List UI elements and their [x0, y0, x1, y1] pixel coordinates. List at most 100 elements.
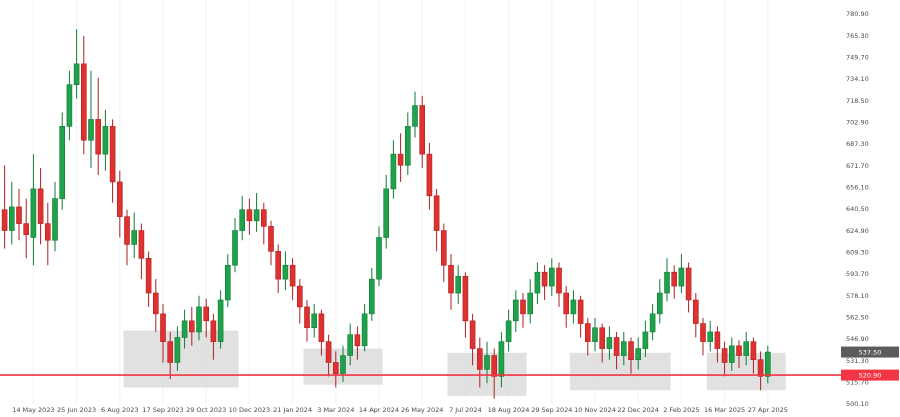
candle: [210, 313, 217, 360]
candle-body: [764, 351, 771, 377]
candle: [404, 112, 411, 175]
candle: [628, 337, 634, 374]
candle-body: [138, 230, 145, 259]
candle-body: [512, 299, 519, 322]
candle: [541, 265, 548, 300]
candle: [440, 223, 447, 282]
candle: [469, 313, 476, 366]
candle: [728, 337, 735, 371]
candle-body: [700, 323, 706, 342]
candle-body: [613, 337, 620, 356]
candle-body: [196, 306, 202, 333]
candle: [289, 258, 296, 300]
candle: [318, 309, 325, 356]
x-axis-label: 29 Sep 2024: [531, 406, 572, 414]
candle: [383, 174, 390, 249]
candles: [1, 29, 771, 399]
candle-body: [232, 230, 238, 266]
candle-body: [390, 153, 397, 190]
candle-body: [217, 299, 224, 342]
last-price-tag-bg: [841, 346, 899, 358]
candle: [462, 272, 469, 338]
candle: [196, 295, 202, 341]
y-axis-label: 593.70: [846, 270, 869, 278]
candle-body: [685, 267, 692, 301]
candle: [73, 29, 80, 99]
candle: [613, 331, 620, 370]
x-axis-label: 10 Dec 2023: [229, 406, 271, 414]
candle-body: [642, 331, 649, 349]
candle-body: [412, 105, 418, 127]
candle: [81, 36, 87, 155]
candle-body: [318, 313, 325, 342]
x-axis-label: 18 Aug 2024: [488, 406, 530, 414]
alert-price-tag[interactable]: 520.90: [841, 369, 899, 381]
candle-body: [311, 313, 318, 329]
candle: [59, 112, 66, 210]
candle-body: [88, 119, 94, 141]
candle-body: [203, 306, 209, 322]
candle-body: [419, 105, 426, 155]
candle-body: [664, 271, 670, 294]
candle-body: [678, 267, 685, 287]
candle: [239, 195, 245, 241]
candle: [174, 326, 181, 371]
candle-body: [160, 313, 166, 342]
candle-body: [743, 341, 750, 356]
candle: [419, 95, 426, 169]
candle: [268, 220, 274, 266]
candle: [606, 326, 613, 360]
candle-body: [728, 345, 735, 363]
candle-body: [1, 209, 8, 231]
x-axis-label: 17 Sep 2023: [142, 406, 183, 414]
candle-body: [498, 341, 505, 377]
y-axis-label: 718.50: [846, 97, 869, 105]
x-axis-label: 10 Nov 2024: [574, 406, 616, 414]
candle: [520, 293, 526, 328]
candle: [620, 331, 627, 366]
candle-body: [9, 206, 15, 231]
candle-body: [253, 209, 260, 222]
candle-body: [153, 292, 159, 315]
candle-body: [73, 63, 80, 85]
candle: [556, 262, 562, 307]
candle: [512, 290, 519, 332]
candle: [189, 306, 195, 346]
candle-body: [397, 153, 404, 166]
candle-body: [181, 320, 188, 338]
candle: [131, 212, 137, 259]
candle-body: [541, 271, 548, 287]
y-axis-label: 609.30: [846, 249, 869, 257]
candle: [1, 165, 8, 249]
candle-body: [30, 188, 37, 238]
candle: [592, 318, 598, 352]
candle: [225, 254, 231, 307]
x-axis-label: 16 Mar 2025: [704, 406, 745, 414]
y-axis-label: 640.50: [846, 205, 869, 213]
y-axis-label: 562.50: [846, 314, 869, 322]
candle-body: [577, 299, 584, 324]
candle-body: [81, 63, 87, 141]
candle-body: [620, 341, 627, 356]
y-axis-label: 765.30: [846, 32, 869, 40]
candle: [260, 202, 267, 245]
candle-body: [174, 337, 181, 363]
candle-body: [584, 323, 591, 342]
candle-body: [455, 276, 462, 294]
candle-body: [714, 331, 721, 349]
candle: [671, 265, 678, 299]
candle-body: [404, 126, 411, 166]
candle: [548, 258, 555, 296]
candle: [16, 188, 22, 241]
candle-body: [340, 355, 346, 374]
candle-body: [563, 292, 570, 315]
candle: [685, 262, 692, 313]
candle-body: [491, 355, 498, 377]
candle: [743, 331, 750, 366]
candle-body: [225, 264, 231, 301]
candle-body: [383, 188, 390, 238]
candle-body: [95, 119, 101, 155]
candle-body: [124, 216, 130, 245]
